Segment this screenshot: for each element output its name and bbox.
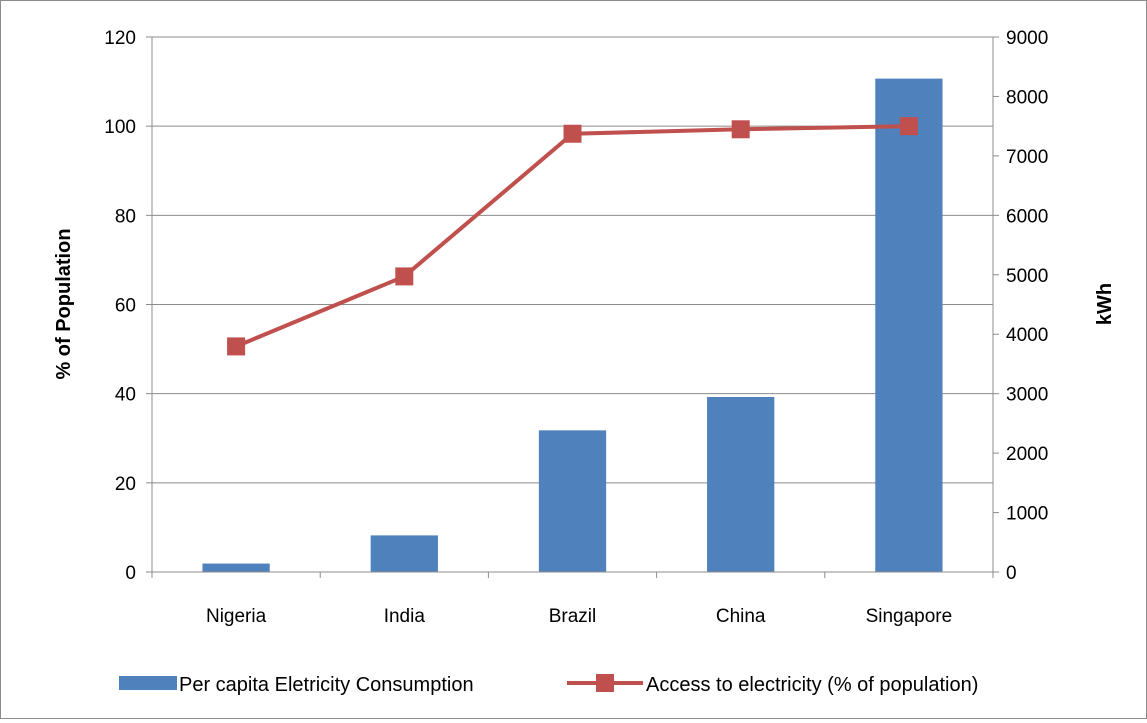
line-marker-china — [731, 120, 750, 139]
y-axis-title-left: % of Population — [53, 228, 75, 379]
y-left-tick-label: 120 — [104, 28, 136, 49]
x-tick-label: Nigeria — [206, 606, 267, 627]
tick-labels: 0 20 40 60 80 100 120 0 1000 2000 3000 4000 5000 6000… — [104, 28, 1048, 627]
legend: Per capita Eletricity Consumption Access… — [119, 674, 978, 696]
y-left-tick-label: 40 — [115, 385, 136, 406]
y-left-tick-label: 100 — [104, 117, 136, 138]
bar-brazil — [538, 430, 607, 572]
y-right-tick-label: 9000 — [1006, 28, 1048, 49]
bar-singapore — [875, 78, 943, 572]
line-marker-brazil — [563, 124, 582, 143]
bar-india — [370, 535, 438, 572]
y-right-tick-label: 1000 — [1006, 504, 1048, 525]
line-series — [227, 117, 918, 356]
line-marker-india — [395, 267, 414, 286]
access-line — [235, 124, 909, 349]
y-right-tick-label: 0 — [1006, 563, 1017, 584]
y-left-tick-label: 60 — [115, 296, 136, 317]
y-right-tick-label: 4000 — [1006, 325, 1048, 346]
x-tick-label: Singapore — [866, 606, 953, 627]
axes — [146, 36, 999, 578]
y-right-tick-label: 8000 — [1006, 87, 1048, 108]
bar-china — [707, 396, 775, 572]
y-left-tick-label: 80 — [115, 206, 136, 227]
legend-label-bar: Per capita Eletricity Consumption — [179, 674, 474, 696]
line-marker-singapore — [899, 117, 918, 136]
line-marker-nigeria — [227, 337, 246, 356]
y-left-tick-label: 20 — [115, 474, 136, 495]
y-left-tick-label: 0 — [125, 563, 136, 584]
y-right-tick-label: 7000 — [1006, 147, 1048, 168]
legend-swatch-bar — [119, 676, 177, 690]
x-tick-label: China — [716, 606, 766, 627]
legend-label-line: Access to electricity (% of population) — [646, 674, 978, 696]
y-right-tick-label: 3000 — [1006, 385, 1048, 406]
x-tick-label: India — [384, 606, 426, 627]
y-right-tick-label: 6000 — [1006, 206, 1048, 227]
x-tick-label: Brazil — [549, 606, 597, 627]
y-right-tick-label: 2000 — [1006, 444, 1048, 465]
legend-swatch-marker — [596, 674, 614, 692]
bar-series — [202, 78, 943, 572]
bar-nigeria — [202, 563, 270, 572]
gridlines — [152, 36, 993, 484]
y-right-tick-label: 5000 — [1006, 266, 1048, 287]
y-axis-title-right: kWh — [1094, 283, 1116, 325]
